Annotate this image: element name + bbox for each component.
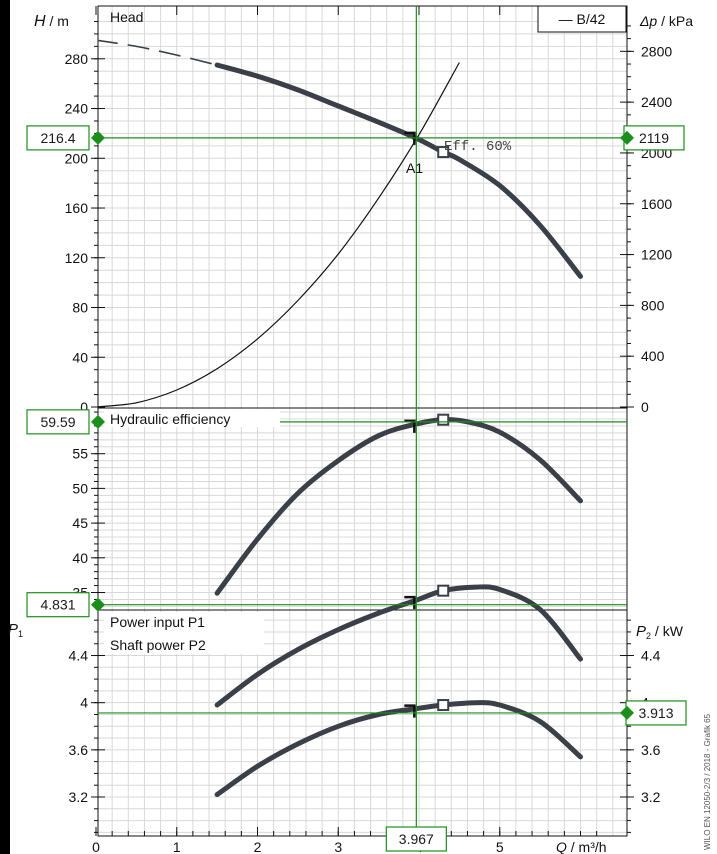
tick-label: 3.2 xyxy=(641,789,661,805)
axis-var: Q xyxy=(556,839,567,854)
legend-entry: — B/42 xyxy=(559,11,606,27)
tick-label: 80 xyxy=(72,300,88,316)
marker-p2-right: 3.913 xyxy=(638,705,673,721)
duty-square-p1 xyxy=(437,584,450,597)
axis-unit: / m xyxy=(46,13,69,29)
point-label-a1: A1 xyxy=(406,160,423,176)
axis-unit: / kW xyxy=(651,623,684,639)
tick-label: 4 xyxy=(80,695,88,711)
pump-curve-extrapolated xyxy=(98,39,218,66)
marker-p1-left-box xyxy=(26,592,90,618)
duty-square-eff xyxy=(437,413,450,426)
tick-label: 280 xyxy=(65,51,89,67)
tick-label: 240 xyxy=(65,101,89,117)
tick-label: 200 xyxy=(65,150,89,166)
tick-label: 3.6 xyxy=(641,742,661,758)
x-tick-label: 0 xyxy=(92,839,100,854)
marker-q-bottom-box xyxy=(385,826,447,852)
marker-head-left-box xyxy=(26,125,90,151)
axis-sub: 2 xyxy=(646,631,651,641)
tick-label: 0 xyxy=(641,399,649,415)
efficiency-label: Eff. 60% xyxy=(444,139,512,155)
panel-title-head: Head xyxy=(110,9,143,25)
axis-unit: / kPa xyxy=(657,13,693,29)
axis-unit: / m³/h xyxy=(567,839,607,854)
x-tick-label: 2 xyxy=(254,839,262,854)
marker-eff-left: 59.59 xyxy=(40,414,75,430)
tick-label: 160 xyxy=(65,200,89,216)
side-note: WILO EN 12050-2/3 / 2018 - Grafik 65 xyxy=(703,713,712,850)
axis-var: P xyxy=(8,621,18,638)
marker-p1-left: 4.831 xyxy=(40,597,75,613)
diamond-p1-left xyxy=(91,597,105,612)
tick-label: 50 xyxy=(72,480,88,496)
axis-ticks xyxy=(91,6,634,836)
tick-label: 40 xyxy=(72,550,88,566)
legend-box xyxy=(537,5,627,33)
value-markers: 216.4 2119 59.59 4.831 3.913 3.967 xyxy=(26,125,687,852)
y-axis-title-p2: P2 / kW xyxy=(636,623,684,641)
op-mark-eff xyxy=(404,419,416,433)
axis-sub: 1 xyxy=(18,629,23,639)
x-tick-label: 1 xyxy=(173,839,181,854)
panel-title-p1: Power input P1 xyxy=(110,614,205,630)
tick-label: 45 xyxy=(72,515,88,531)
panel-title-p2: Shaft power P2 xyxy=(110,637,206,653)
tick-label: 120 xyxy=(65,250,89,266)
op-mark-p2 xyxy=(404,704,416,718)
y-axis-title-p1: P1 xyxy=(8,621,23,639)
panel-texts: H / m Δp / kPa Head — B/42 A1 Eff. 60% Hydraul… xyxy=(8,5,712,854)
x-tick-label: 5 xyxy=(496,839,504,854)
axis-var: P xyxy=(636,623,646,640)
marker-q-bottom: 3.967 xyxy=(399,831,434,847)
tick-label: 40 xyxy=(72,349,88,365)
left-edge-bar xyxy=(0,0,10,854)
diamond-p2-right xyxy=(620,705,634,720)
tick-label: 4.4 xyxy=(641,648,661,664)
axis-var: H xyxy=(34,13,46,30)
tick-label: 1200 xyxy=(641,247,672,263)
y-axis-title-head: H / m xyxy=(34,13,69,30)
power-title-bg xyxy=(104,612,264,654)
tick-label: 0 xyxy=(80,399,88,415)
op-mark-head xyxy=(404,131,416,145)
tick-label: 1600 xyxy=(641,196,672,212)
tick-label: 3.2 xyxy=(69,789,89,805)
marker-eff-left-box xyxy=(26,409,90,435)
tick-label: 400 xyxy=(641,348,665,364)
panel-title-efficiency: Hydraulic efficiency xyxy=(110,411,230,427)
x-axis-title: Q / m³/h xyxy=(556,839,607,854)
duty-square-head xyxy=(437,146,450,159)
operating-point-guides xyxy=(98,6,627,836)
tick-label: 2800 xyxy=(641,43,672,59)
axis-var: Δp xyxy=(639,13,657,29)
diamond-head-left xyxy=(91,130,105,145)
tick-label: 4.4 xyxy=(69,648,89,664)
x-tick-label: 3 xyxy=(334,839,342,854)
duty-square-p2 xyxy=(437,699,450,712)
tick-label: 3.6 xyxy=(69,742,89,758)
diamond-eff-left xyxy=(91,414,105,429)
tick-label: 800 xyxy=(641,297,665,313)
diamond-head-right xyxy=(620,130,634,145)
y-axis-title-kpa: Δp / kPa xyxy=(639,13,693,29)
tick-label: 55 xyxy=(72,446,88,462)
marker-head-left: 216.4 xyxy=(40,130,75,146)
marker-head-right: 2119 xyxy=(639,130,669,146)
tick-label: 2400 xyxy=(641,94,672,110)
eff-title-bg xyxy=(104,409,280,427)
system-curve xyxy=(98,62,460,408)
